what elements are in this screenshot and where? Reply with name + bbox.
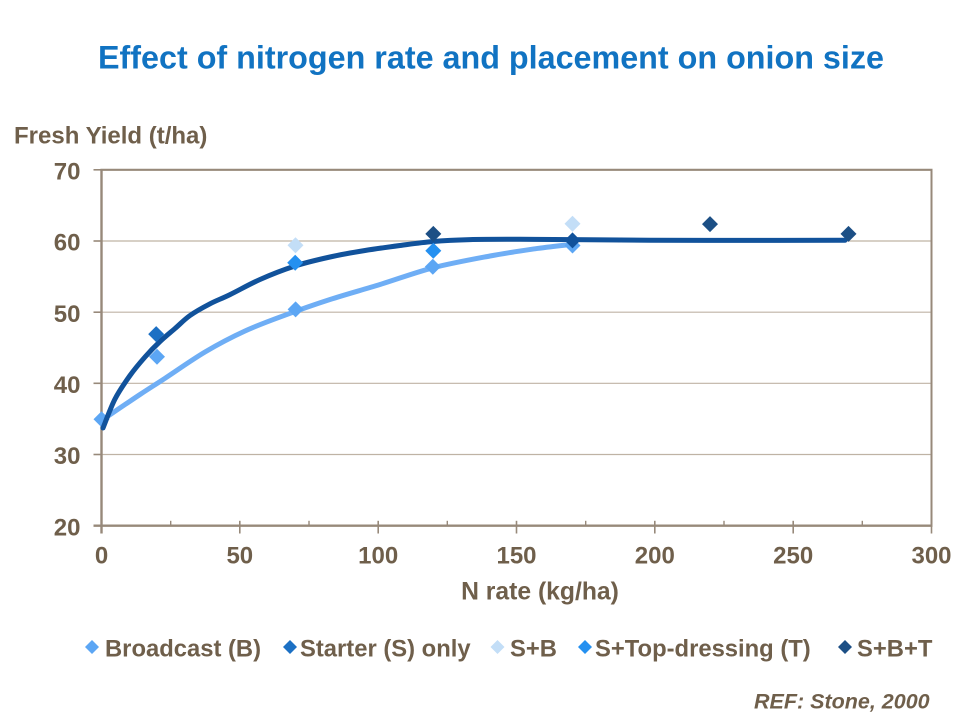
svg-text:REF: Stone, 2000: REF: Stone, 2000 [754,689,930,713]
svg-text:200: 200 [635,542,675,569]
svg-text:40: 40 [54,372,81,399]
svg-text:0: 0 [95,542,108,569]
svg-text:100: 100 [358,542,398,569]
svg-text:S+B: S+B [510,635,557,662]
svg-text:250: 250 [773,542,813,569]
svg-text:300: 300 [911,542,951,569]
svg-text:Broadcast (B): Broadcast (B) [105,635,261,662]
svg-text:S+B+T: S+B+T [857,635,933,662]
svg-text:N rate (kg/ha): N rate (kg/ha) [461,579,619,606]
svg-text:Effect of nitrogen rate and pl: Effect of nitrogen rate and placement on… [98,40,884,76]
svg-text:150: 150 [496,542,536,569]
svg-text:Starter (S) only: Starter (S) only [300,635,471,662]
svg-text:20: 20 [54,514,81,541]
svg-text:S+Top-dressing (T): S+Top-dressing (T) [595,635,811,662]
svg-text:60: 60 [54,230,81,257]
svg-text:70: 70 [54,158,81,185]
svg-text:50: 50 [54,301,81,328]
svg-text:Fresh Yield (t/ha): Fresh Yield (t/ha) [14,123,207,150]
svg-text:50: 50 [226,542,253,569]
svg-text:30: 30 [54,443,81,470]
